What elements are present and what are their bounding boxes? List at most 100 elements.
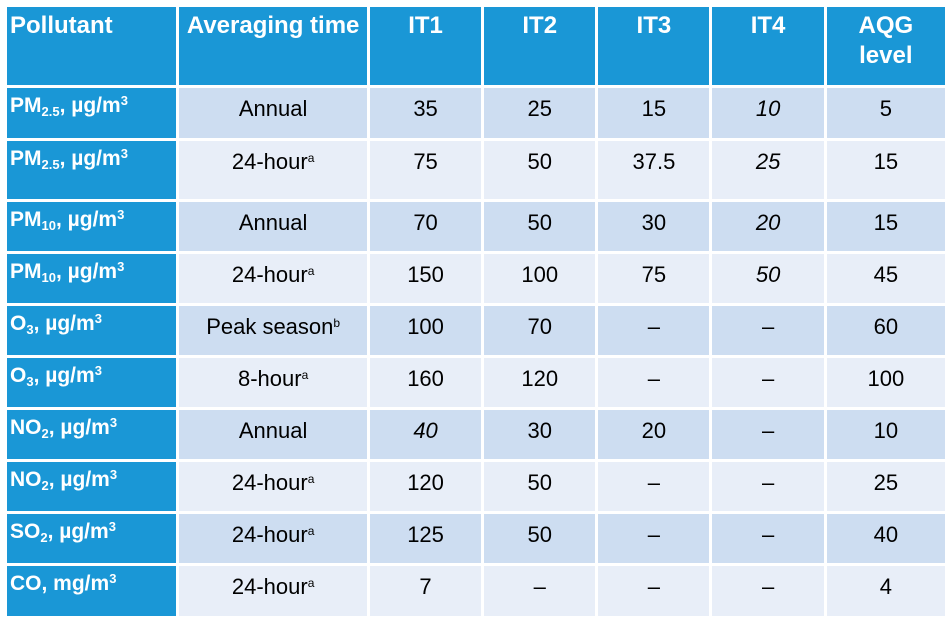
averaging-time-cell: 8-houra [179,358,367,407]
pollutant-cell: O3, µg/m3 [7,306,177,355]
it1-cell: 35 [369,88,482,138]
pollutant-unit: , µg/m [47,520,109,543]
it3-cell: 15 [598,88,710,138]
it1-cell: 125 [369,514,482,563]
pollutant-species: PM [10,94,42,117]
header-row: Pollutant Averaging time IT1 IT2 IT3 IT4… [7,7,945,85]
pollutant-subscript: 2.5 [41,104,60,119]
pollutant-species: PM [10,147,42,170]
pollutant-subscript: 3 [26,374,34,389]
averaging-time-text: 24-hour [231,574,308,599]
unit-exponent: 3 [94,363,102,378]
pollutant-unit: , mg/m [41,572,110,595]
aqg-level-cell: 100 [826,358,945,407]
pollutant-subscript: 10 [41,218,56,233]
averaging-time-text: 8-hour [238,366,302,391]
pollutant-species: NO [10,416,42,439]
it1-cell: 70 [369,202,482,251]
it3-cell: 75 [598,254,710,303]
it2-cell: 30 [484,410,596,459]
it4-cell: – [712,514,824,563]
averaging-time-cell: 24-houra [179,514,367,563]
pollutant-species: PM [10,260,42,283]
it3-cell: – [598,514,710,563]
table-body: PM2.5, µg/m3 Annual 35 25 15 10 5 PM2.5,… [7,88,945,616]
it3-cell: 37.5 [598,141,710,199]
averaging-time-text: 24-hour [231,149,308,174]
it3-cell: – [598,358,710,407]
aqg-level-cell: 5 [826,88,945,138]
aqg-level-cell: 60 [826,306,945,355]
it4-cell: – [712,306,824,355]
pollutant-cell: PM2.5, µg/m3 [7,141,177,199]
unit-exponent: 3 [109,467,118,482]
it4-cell: – [712,410,824,459]
it2-cell: 50 [484,462,596,511]
averaging-time-text: 24-hour [231,522,308,547]
table-row: O3, µg/m3 Peak seasonb 100 70 – – 60 [7,306,945,355]
averaging-time-cell: 24-houra [179,462,367,511]
unit-exponent: 3 [120,146,128,161]
it3-cell: 20 [598,410,710,459]
pollutant-species: NO [10,468,42,491]
averaging-time-cell: 24-houra [179,566,367,616]
pollutant-species: O [10,312,27,335]
it3-cell: – [598,566,710,616]
pollutant-unit: , µg/m [48,416,110,439]
table-row: NO2, µg/m3 24-houra 120 50 – – 25 [7,462,945,511]
it2-cell: 100 [484,254,596,303]
it2-cell: 70 [484,306,596,355]
averaging-time-cell: Annual [179,202,367,251]
table-row: PM2.5, µg/m3 24-houra 75 50 37.5 25 15 [7,141,945,199]
it2-cell: 50 [484,141,596,199]
it4-cell: 10 [712,88,824,138]
table-row: PM2.5, µg/m3 Annual 35 25 15 10 5 [7,88,945,138]
pollutant-subscript: 2 [41,426,49,441]
it3-cell: 30 [598,202,710,251]
pollutant-unit: , µg/m [55,208,118,231]
header-aqg-level: AQG level [826,7,945,85]
pollutant-unit: , µg/m [59,94,121,117]
unit-exponent: 3 [109,415,118,430]
it1-cell: 120 [369,462,482,511]
pollutant-unit: , µg/m [33,312,95,335]
pollutant-subscript: 2 [40,530,48,545]
averaging-time-text: Annual [238,418,308,443]
averaging-time-text: Annual [238,96,308,121]
table-row: NO2, µg/m3 Annual 40 30 20 – 10 [7,410,945,459]
it1-cell: 40 [369,410,482,459]
aqg-level-cell: 15 [826,202,945,251]
averaging-time-cell: Annual [179,410,367,459]
it2-cell: – [484,566,596,616]
pollutant-subscript: 3 [26,322,34,337]
pollutant-cell: NO2, µg/m3 [7,462,177,511]
pollutant-cell: PM10, µg/m3 [7,202,177,251]
unit-exponent: 3 [117,207,125,222]
pollutant-cell: O3, µg/m3 [7,358,177,407]
averaging-time-text: 24-hour [231,262,308,287]
averaging-time-cell: Annual [179,88,367,138]
table-row: O3, µg/m3 8-houra 160 120 – – 100 [7,358,945,407]
aqg-level-cell: 4 [826,566,945,616]
averaging-time-cell: 24-houra [179,254,367,303]
it2-cell: 50 [484,514,596,563]
pollutant-species: CO [10,572,42,595]
it2-cell: 120 [484,358,596,407]
unit-exponent: 3 [94,311,102,326]
footnote-marker: b [333,316,341,330]
averaging-time-cell: Peak seasonb [179,306,367,355]
it2-cell: 50 [484,202,596,251]
it4-cell: – [712,358,824,407]
it2-cell: 25 [484,88,596,138]
it1-cell: 7 [369,566,482,616]
header-it4: IT4 [712,7,824,85]
unit-exponent: 3 [117,259,125,274]
pollutant-unit: , µg/m [48,468,110,491]
aqg-level-cell: 45 [826,254,945,303]
table-row: PM10, µg/m3 24-houra 150 100 75 50 45 [7,254,945,303]
pollutant-cell: NO2, µg/m3 [7,410,177,459]
pollutant-species: SO [10,520,41,543]
footnote-marker: a [307,151,315,165]
footnote-marker: a [307,472,315,486]
it4-cell: 20 [712,202,824,251]
